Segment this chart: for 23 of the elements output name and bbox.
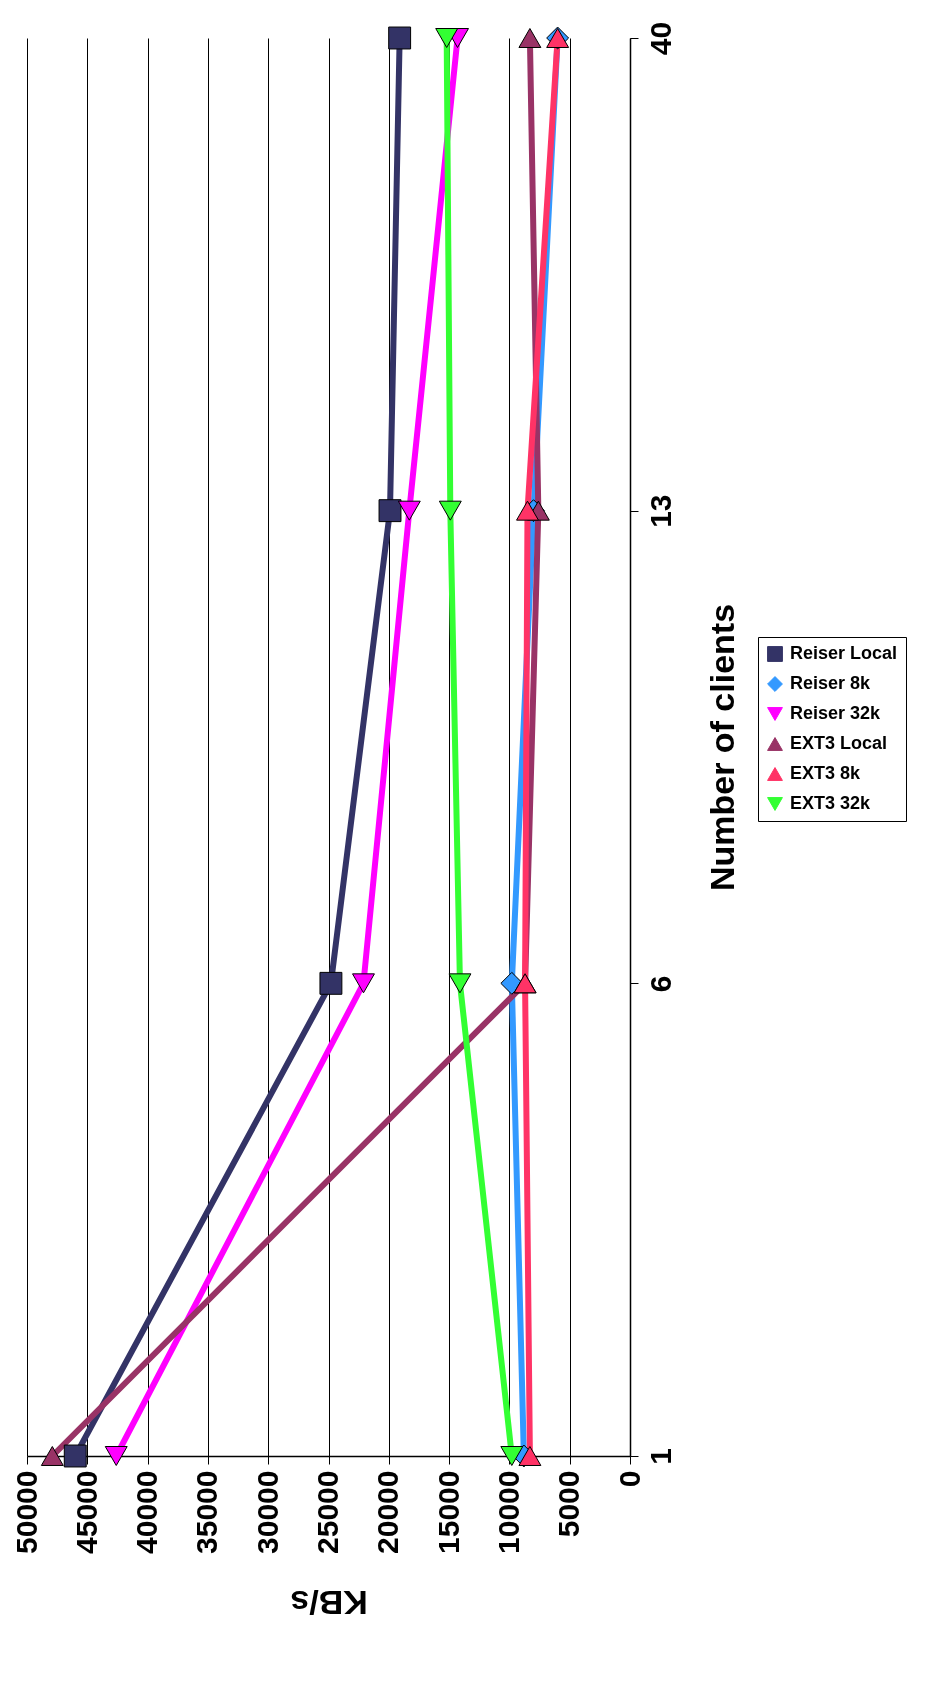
y-tick-label: 40	[643, 21, 677, 56]
x-tick-label: 5000	[552, 1470, 586, 1538]
legend-label: Reiser 8k	[790, 673, 872, 693]
legend-label: EXT3 Local	[790, 733, 888, 753]
x-tick-label: 40000	[130, 1470, 164, 1554]
x-tick-label: 35000	[190, 1470, 224, 1554]
y-axis-title: Number of clients	[702, 603, 741, 892]
legend-label: Reiser 32k	[790, 703, 882, 723]
x-tick-label: 15000	[431, 1470, 465, 1554]
x-axis-title: KB/s	[290, 1583, 368, 1622]
x-tick-label: 45000	[69, 1470, 103, 1554]
y-tick-label: 6	[643, 975, 677, 993]
x-tick-label: 50000	[9, 1470, 43, 1554]
legend-label: Reiser Local	[790, 643, 898, 663]
y-tick-label: 1	[643, 1448, 677, 1465]
x-tick-label: 20000	[371, 1470, 405, 1554]
x-tick-label: 0	[612, 1470, 646, 1488]
y-tick-label: 13	[643, 494, 677, 528]
x-tick-label: 25000	[311, 1470, 344, 1554]
x-tick-label: 10000	[491, 1470, 525, 1554]
x-tick-label: 30000	[250, 1470, 284, 1554]
legend-label: EXT3 32k	[790, 793, 872, 813]
legend-label: EXT3 8k	[790, 763, 862, 783]
